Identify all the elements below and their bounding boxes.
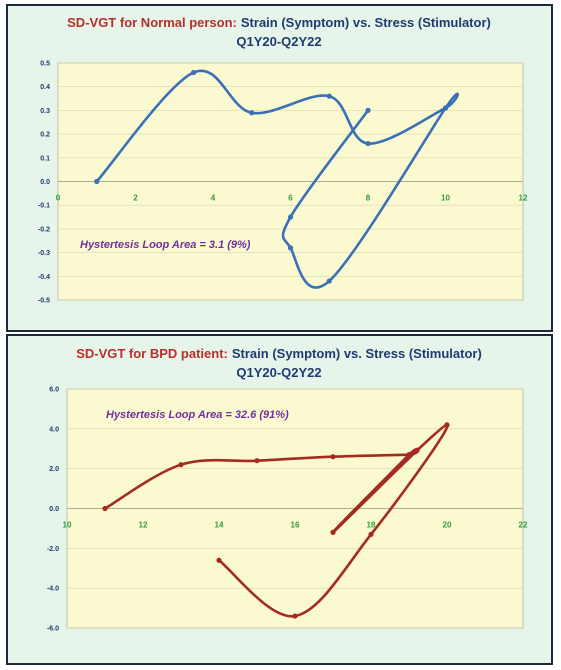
y-tick-label: 0.2 [40, 132, 50, 139]
y-tick-label: -6.0 [47, 626, 59, 633]
y-tick-label: 4.0 [49, 426, 59, 433]
x-tick-label: 10 [63, 521, 72, 530]
data-point [365, 140, 371, 147]
data-point [442, 105, 449, 111]
y-tick-label: -0.2 [38, 226, 50, 233]
data-point [330, 454, 336, 460]
data-markers [102, 422, 450, 619]
y-tick-label: -4.0 [47, 586, 59, 593]
data-point [368, 531, 374, 537]
chart-subtitle: Q1Y20-Q2Y22 [236, 34, 321, 49]
x-tick-label: 22 [519, 521, 528, 530]
data-point [444, 422, 450, 428]
chart-subtitle: Q1Y20-Q2Y22 [236, 365, 321, 380]
x-tick-label: 2 [133, 194, 138, 203]
y-tick-label: 2.0 [49, 466, 59, 473]
x-tick-label: 10 [441, 194, 450, 203]
data-point [287, 214, 294, 220]
chart-bpd-patient: SD-VGT for BPD patient: Strain (Symptom) … [47, 346, 528, 633]
chart-title: SD-VGT for Normal person: Strain (Symptom… [67, 15, 491, 30]
data-point [102, 505, 108, 512]
y-axis: 0.5 0.4 0.3 0.2 0.1 0.0 -0.1 -0.2 -0.3 -0.4 -0.5 [38, 61, 50, 305]
y-tick-label: -0.4 [38, 274, 50, 281]
y-tick-label: -0.5 [38, 298, 50, 305]
data-point [249, 110, 255, 116]
data-point [365, 107, 371, 113]
y-tick-label: 0.3 [40, 108, 50, 115]
data-point [406, 452, 412, 458]
y-tick-label: 0.4 [40, 84, 50, 91]
x-tick-label: 6 [288, 194, 293, 203]
x-axis: 0 2 4 6 8 10 12 [56, 181, 528, 203]
x-tick-label: 20 [443, 521, 452, 530]
x-tick-label: 8 [366, 194, 371, 203]
chart-title-part2: Strain (Symptom) vs. Stress (Stimulator) [232, 346, 482, 361]
data-point [254, 458, 260, 464]
chart-title-part1: SD-VGT for BPD patient: [76, 346, 228, 361]
x-tick-label: 16 [291, 521, 300, 530]
data-point [326, 93, 332, 99]
chart-panel-bpd: SD-VGT for BPD patient: Strain (Symptom) … [6, 334, 553, 665]
x-tick-label: 4 [211, 194, 216, 203]
y-axis: 6.0 4.0 2.0 0.0 -2.0 -4.0 -6.0 [47, 387, 59, 633]
loop-area-annotation: Hystertesis Loop Area = 3.1 (9%) [80, 239, 251, 251]
x-tick-label: 12 [519, 194, 528, 203]
y-tick-label: 0.0 [49, 506, 59, 513]
chart-title-part1: SD-VGT for Normal person: [67, 15, 237, 30]
x-axis: 10 12 14 16 18 20 22 [63, 508, 528, 530]
data-point [330, 529, 336, 535]
data-point [326, 278, 332, 284]
y-tick-label: 0.5 [40, 61, 50, 68]
x-tick-label: 12 [139, 521, 148, 530]
chart-panel-normal: SD-VGT for Normal person: Strain (Symptom… [6, 4, 553, 332]
data-point [94, 178, 100, 185]
data-point [178, 462, 184, 468]
y-tick-label: 6.0 [49, 387, 59, 394]
data-point [216, 557, 222, 563]
loop-area-annotation: Hystertesis Loop Area = 32.6 (91%) [106, 409, 289, 421]
data-point [287, 245, 294, 251]
chart-title: SD-VGT for BPD patient: Strain (Symptom) … [76, 346, 482, 361]
y-tick-label: -2.0 [47, 546, 59, 553]
chart-title-part2: Strain (Symptom) vs. Stress (Stimulator) [241, 15, 491, 30]
x-tick-label: 18 [367, 521, 376, 530]
x-tick-label: 14 [215, 521, 224, 530]
x-tick-label: 0 [56, 194, 61, 203]
y-tick-label: 0.0 [40, 179, 50, 186]
data-point [292, 613, 298, 619]
series-line [103, 423, 449, 618]
y-tick-label: -0.3 [38, 250, 50, 257]
y-tick-label: -0.1 [38, 203, 50, 210]
data-point [191, 69, 197, 76]
data-markers [94, 69, 449, 284]
chart-normal-person: SD-VGT for Normal person: Strain (Symptom… [38, 15, 528, 305]
y-tick-label: 0.1 [40, 155, 50, 162]
